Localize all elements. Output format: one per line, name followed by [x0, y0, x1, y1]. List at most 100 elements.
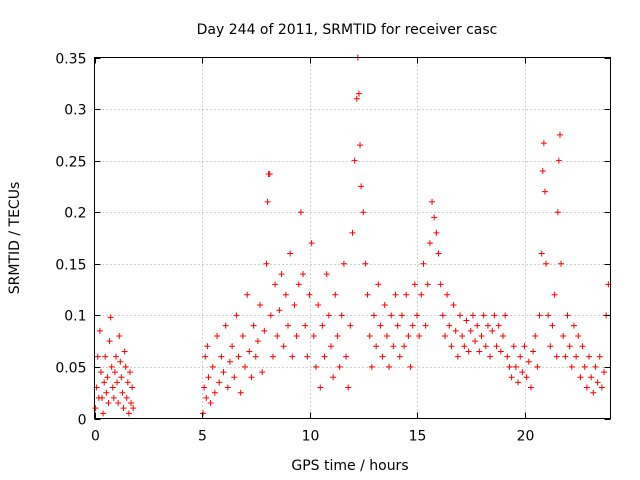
data-point [246, 348, 253, 355]
data-point [487, 353, 494, 360]
data-point [231, 374, 238, 381]
data-point [272, 281, 279, 288]
data-point [371, 312, 377, 319]
data-point [214, 332, 221, 339]
data-point [204, 343, 211, 350]
data-point [103, 389, 110, 396]
data-point [269, 353, 276, 360]
data-point [315, 302, 322, 309]
data-point [398, 312, 405, 319]
data-point [469, 312, 476, 319]
data-point [579, 343, 586, 350]
data-point [519, 369, 526, 376]
data-point [349, 229, 356, 236]
data-point [506, 363, 513, 370]
data-point [237, 389, 244, 396]
data-point [201, 384, 208, 391]
data-point [347, 322, 354, 329]
data-point [200, 410, 207, 417]
data-point [366, 332, 373, 339]
data-points [92, 54, 612, 417]
data-point [319, 322, 326, 329]
data-point [590, 389, 597, 396]
data-point [113, 353, 119, 360]
x-tick-label: 10 [302, 429, 320, 445]
data-point [564, 312, 571, 319]
data-point [435, 250, 442, 257]
x-axis-label: GPS time / hours [291, 458, 408, 474]
data-point [558, 260, 565, 267]
data-point [334, 332, 341, 339]
data-point [465, 348, 472, 355]
data-point [414, 312, 420, 319]
data-point [115, 400, 122, 407]
data-point [373, 343, 380, 350]
x-tick-label: 5 [198, 429, 207, 445]
data-point [560, 332, 567, 339]
data-point [119, 389, 126, 396]
data-point [123, 394, 130, 401]
data-point [383, 332, 390, 339]
data-point [129, 384, 136, 391]
data-point [583, 384, 590, 391]
data-point [581, 363, 588, 370]
data-point [504, 353, 511, 360]
y-tick-label: 0.15 [55, 258, 86, 274]
data-point [216, 379, 223, 386]
data-point [575, 332, 582, 339]
data-point [207, 400, 214, 407]
data-point [444, 291, 451, 298]
data-point [105, 400, 112, 407]
data-point [264, 198, 271, 205]
data-point [601, 369, 608, 376]
data-point [99, 394, 106, 401]
data-point [388, 312, 395, 319]
data-point [220, 369, 227, 376]
data-point [102, 353, 109, 360]
data-point [224, 384, 231, 391]
data-point [338, 312, 345, 319]
data-point [229, 343, 236, 350]
plot-frame [94, 57, 611, 419]
data-point [111, 369, 118, 376]
data-point [117, 358, 124, 365]
data-point [476, 348, 483, 355]
data-point [254, 338, 261, 345]
data-point [332, 291, 339, 298]
data-point [285, 322, 291, 329]
data-point [267, 312, 274, 319]
data-point [592, 363, 599, 370]
y-tick-label: 0.25 [55, 155, 86, 171]
data-point [293, 332, 300, 339]
grid-lines [94, 57, 611, 419]
data-point [495, 322, 502, 329]
data-point [551, 291, 558, 298]
y-tick-label: 0.05 [55, 361, 86, 377]
data-point [422, 322, 429, 329]
data-point [439, 312, 446, 319]
data-point [355, 90, 362, 97]
data-point [392, 291, 399, 298]
data-point [566, 343, 573, 350]
data-point [448, 343, 455, 350]
data-point [108, 363, 115, 370]
data-point [586, 353, 592, 360]
data-point [310, 332, 317, 339]
data-point [570, 322, 577, 329]
data-point [403, 291, 410, 298]
data-point [226, 358, 233, 365]
data-point [295, 281, 302, 288]
data-point [521, 343, 528, 350]
data-point [459, 332, 466, 339]
data-point [278, 271, 285, 278]
data-point [394, 322, 401, 329]
data-point [424, 281, 431, 288]
data-point [250, 322, 257, 329]
data-point [554, 209, 561, 216]
data-point [282, 291, 289, 298]
data-point [480, 312, 487, 319]
data-point [263, 260, 270, 267]
data-point [94, 353, 101, 360]
data-point [536, 312, 543, 319]
